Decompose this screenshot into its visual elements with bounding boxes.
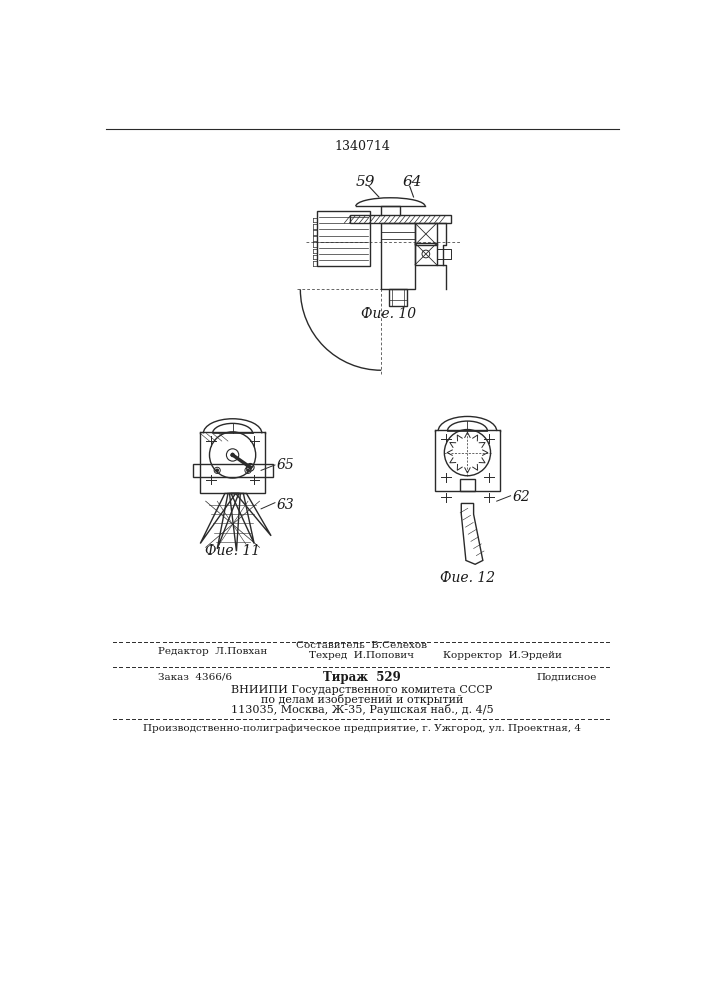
Bar: [200, 432, 265, 493]
Bar: [415, 243, 437, 265]
Text: по делам изобретений и открытий: по делам изобретений и открытий: [261, 694, 463, 705]
Bar: [192, 464, 273, 477]
Circle shape: [249, 466, 252, 468]
Bar: [415, 223, 437, 245]
Text: 62: 62: [512, 490, 530, 504]
Text: Производственно-полиграфическое предприятие, г. Ужгород, ул. Проектная, 4: Производственно-полиграфическое предприя…: [143, 724, 581, 733]
Text: ВНИИПИ Государственного комитета СССР: ВНИИПИ Государственного комитета СССР: [231, 685, 493, 695]
Text: Фие. 11: Фие. 11: [205, 544, 260, 558]
Text: 1340714: 1340714: [334, 140, 390, 153]
Bar: [389, 289, 407, 306]
Circle shape: [216, 469, 218, 472]
Text: 63: 63: [276, 498, 294, 512]
Text: Фие. 10: Фие. 10: [361, 307, 416, 321]
Text: Техред  И.Попович: Техред И.Попович: [310, 651, 414, 660]
Text: Редактор  Л.Повхан: Редактор Л.Повхан: [158, 647, 267, 656]
Text: Фие. 12: Фие. 12: [440, 571, 495, 585]
Text: Тираж  529: Тираж 529: [323, 671, 401, 684]
Bar: [317, 211, 370, 266]
Text: 113035, Москва, Ж-35, Раушская наб., д. 4/5: 113035, Москва, Ж-35, Раушская наб., д. …: [230, 704, 493, 715]
Bar: [460, 479, 475, 491]
Text: Заказ  4366/6: Заказ 4366/6: [158, 673, 232, 682]
Circle shape: [247, 469, 249, 472]
Bar: [351, 215, 450, 223]
Text: 59: 59: [356, 175, 375, 189]
Circle shape: [231, 453, 234, 456]
Text: Корректор  И.Эрдейи: Корректор И.Эрдейи: [443, 651, 561, 660]
Text: 65: 65: [276, 458, 294, 472]
Text: Составитель  В.Селехов: Составитель В.Селехов: [296, 641, 428, 650]
Text: 64: 64: [402, 175, 422, 189]
Text: Подписное: Подписное: [537, 673, 597, 682]
Bar: [435, 430, 500, 491]
Bar: [381, 223, 415, 289]
